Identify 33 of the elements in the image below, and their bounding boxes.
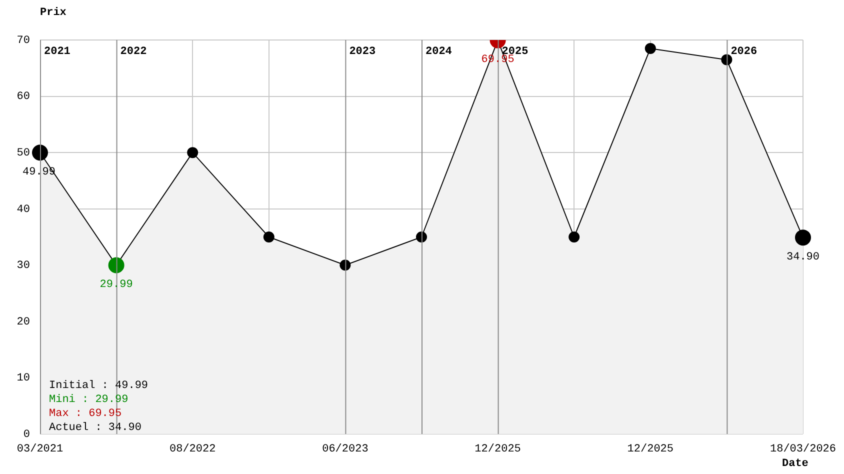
annotation: 2026 [730, 46, 758, 58]
annotation: 2024 [425, 46, 452, 58]
annotation: Max : 69.95 [49, 408, 122, 420]
x-tick-label: 12/2025 [474, 444, 521, 456]
annotation: 2023 [349, 46, 376, 58]
point [644, 42, 656, 54]
y-tick-label: 60 [16, 91, 30, 104]
point [416, 232, 427, 242]
y-tick-label: 50 [16, 147, 30, 160]
annotation: 2021 [44, 46, 71, 58]
annotation: Actuel : 34.90 [49, 422, 142, 434]
point [187, 147, 198, 158]
y-tick-label: 40 [16, 204, 30, 216]
annotation: Initial : 49.99 [49, 380, 148, 392]
x-tick-label: 18/03/2026 [770, 444, 836, 456]
data-label: 34.90 [786, 251, 820, 264]
x-tick-label: 12/2025 [627, 444, 674, 456]
x-tick-label: 08/2022 [169, 444, 216, 456]
annotation: Mini : 29.99 [49, 394, 128, 406]
annotation: 2022 [120, 46, 147, 58]
y-tick-label: 70 [16, 34, 30, 47]
y-tick-label: 20 [16, 316, 30, 328]
point [568, 232, 580, 242]
data-label: 29.99 [100, 279, 133, 292]
x-axis-title: Date [782, 458, 809, 470]
y-tick-label: 0 [23, 428, 30, 441]
point [340, 260, 351, 271]
point [263, 232, 274, 242]
y-tick-label: 30 [16, 260, 30, 272]
y-axis-title: Prix [40, 6, 67, 19]
y-tick-label: 10 [16, 372, 30, 385]
x-tick-label: 06/2023 [322, 444, 368, 456]
x-tick-label: 03/2021 [16, 444, 64, 456]
